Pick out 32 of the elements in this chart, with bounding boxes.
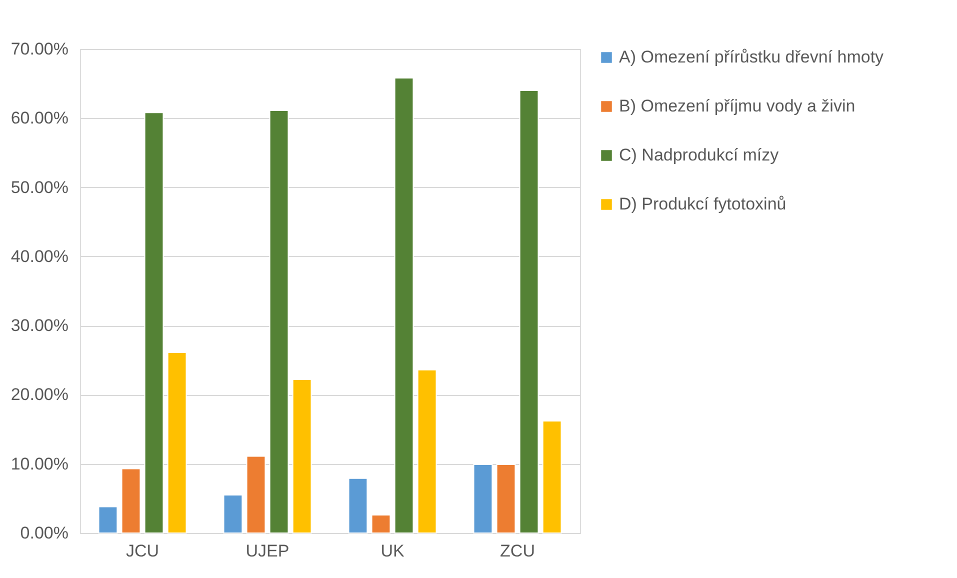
bar — [121, 468, 141, 534]
bar — [269, 110, 289, 534]
bar — [348, 478, 368, 534]
legend-label: C) Nadprodukcí mízy — [619, 146, 780, 164]
bar — [371, 514, 391, 534]
bar — [394, 78, 414, 534]
x-tick-label: UJEP — [246, 542, 290, 560]
bar — [223, 494, 243, 534]
bar — [519, 90, 539, 534]
bar — [473, 464, 493, 534]
y-tick-label: 50.00% — [10, 178, 68, 197]
bar — [246, 456, 266, 534]
y-tick-label: 30.00% — [10, 316, 68, 336]
bar — [144, 112, 164, 534]
bar — [292, 379, 312, 534]
y-tick-label: 70.00% — [10, 40, 68, 58]
legend-label: B) Omezení příjmu vody a živin — [619, 96, 856, 116]
bar — [542, 420, 562, 534]
y-tick-label: 20.00% — [10, 385, 68, 404]
bar — [496, 464, 516, 534]
y-tick-label: 10.00% — [10, 454, 68, 474]
bar — [417, 369, 437, 534]
y-tick-label: 40.00% — [10, 246, 68, 266]
legend-label: A) Omezení přírůstku dřevní hmoty — [619, 48, 884, 66]
x-tick-label: ZCU — [500, 542, 535, 560]
x-tick-label: UK — [380, 542, 405, 560]
y-tick-label: 0.00% — [20, 524, 68, 542]
y-tick-label: 60.00% — [10, 108, 68, 128]
x-tick-label: JCU — [126, 542, 160, 560]
bar — [98, 506, 118, 534]
bar — [167, 352, 187, 534]
legend-label: D) Produkcí fytotoxinů — [619, 194, 786, 214]
